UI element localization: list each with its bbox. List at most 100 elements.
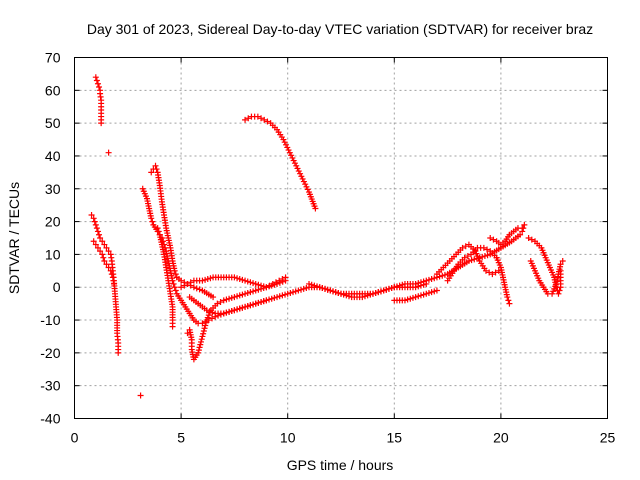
data-point — [415, 293, 422, 300]
data-point — [103, 244, 110, 251]
data-point — [439, 272, 446, 279]
data-point — [268, 295, 275, 302]
data-point — [505, 297, 512, 304]
data-point — [258, 115, 265, 122]
data-point — [415, 280, 422, 287]
data-point — [292, 288, 299, 295]
data-point — [148, 169, 155, 176]
data-point — [97, 248, 104, 255]
data-point — [361, 293, 368, 300]
data-point — [431, 288, 438, 295]
data-point — [90, 238, 97, 245]
data-point — [367, 291, 374, 298]
data-point — [255, 299, 262, 306]
y-tick-label: 10 — [45, 246, 61, 262]
data-point — [252, 287, 259, 294]
data-point — [207, 275, 214, 282]
data-point — [441, 271, 448, 278]
data-point — [92, 241, 99, 248]
grid-layer — [74, 57, 608, 419]
data-point — [290, 157, 297, 164]
data-point — [244, 289, 251, 296]
data-point — [187, 279, 194, 286]
data-point — [428, 289, 435, 296]
data-point — [482, 267, 489, 274]
plot-frame — [74, 57, 608, 419]
data-point — [247, 302, 254, 309]
data-point — [153, 166, 160, 173]
y-axis-label: SDTVAR / TECUs — [6, 182, 22, 294]
data-point — [297, 170, 304, 177]
y-tick-label: 20 — [45, 214, 61, 230]
data-point — [184, 280, 191, 287]
data-point — [428, 276, 435, 283]
data-point — [404, 296, 411, 303]
data-point — [487, 235, 494, 241]
data-point — [96, 231, 103, 238]
data-point — [247, 289, 254, 296]
data-point — [375, 289, 382, 296]
data-point — [304, 186, 311, 193]
data-point — [479, 253, 486, 260]
data-point — [269, 280, 276, 287]
data-point — [294, 165, 301, 172]
data-point — [302, 181, 309, 188]
data-point — [105, 248, 112, 255]
data-point — [393, 283, 400, 290]
data-point — [99, 251, 106, 258]
data-point — [556, 287, 563, 294]
data-point — [101, 257, 108, 264]
data-point — [525, 235, 532, 241]
data-point — [242, 277, 249, 284]
data-point — [412, 294, 419, 301]
data-point — [252, 300, 259, 307]
data-point — [327, 287, 334, 294]
data-point — [311, 282, 318, 289]
data-point — [340, 291, 347, 298]
data-point — [293, 162, 300, 169]
data-point — [242, 290, 249, 297]
data-point — [258, 282, 265, 289]
data-point — [172, 287, 179, 294]
data-point — [484, 246, 491, 253]
data-point — [242, 303, 249, 310]
data-point — [330, 288, 337, 295]
data-point — [203, 307, 210, 314]
data-point — [324, 286, 331, 293]
data-point — [260, 283, 267, 290]
data-point — [459, 244, 466, 251]
data-point — [359, 294, 366, 301]
data-point — [433, 287, 440, 294]
data-point — [272, 279, 279, 286]
data-point — [209, 315, 216, 322]
data-point — [425, 289, 432, 296]
data-point — [287, 289, 294, 296]
data-points — [88, 74, 566, 399]
y-tick-label: 50 — [45, 115, 61, 131]
data-point — [254, 113, 261, 120]
data-point — [234, 293, 241, 300]
data-point — [261, 116, 268, 123]
data-point — [94, 228, 101, 235]
data-point — [425, 276, 432, 283]
data-point — [295, 168, 302, 175]
data-point — [465, 257, 472, 264]
data-point — [345, 293, 352, 300]
data-point — [316, 284, 323, 291]
data-point — [197, 338, 204, 345]
y-tick-label: 60 — [45, 82, 61, 98]
data-point — [196, 344, 203, 351]
data-point — [461, 254, 468, 261]
data-point — [480, 244, 487, 251]
data-point — [290, 289, 297, 296]
data-point — [322, 285, 329, 292]
data-point — [276, 293, 283, 300]
x-tick-label: 20 — [493, 430, 509, 446]
data-point — [170, 280, 177, 287]
data-point — [407, 295, 414, 302]
data-point — [244, 278, 251, 285]
data-point — [420, 278, 427, 285]
data-point — [250, 280, 257, 287]
